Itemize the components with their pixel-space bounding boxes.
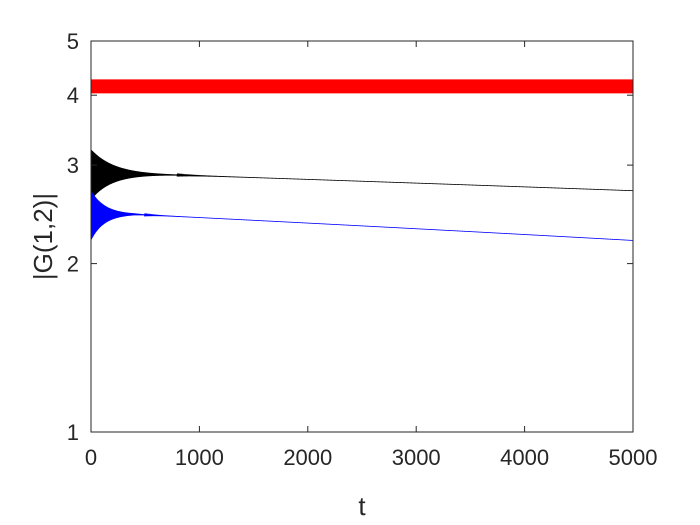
y-tick-label: 5 xyxy=(67,29,79,54)
y-tick-label: 4 xyxy=(67,83,79,108)
series-line-3 xyxy=(90,190,634,241)
y-axis-label: |G(1,2)| xyxy=(28,193,58,280)
x-tick-label: 2000 xyxy=(283,445,332,470)
ticks-layer: 0 1000 2000 3000 4000 5000 1 2 3 4 5 xyxy=(67,29,658,470)
x-tick-label: 4000 xyxy=(500,445,549,470)
plot-frame xyxy=(90,40,634,433)
series-line-1 xyxy=(90,79,634,94)
x-tick-label: 0 xyxy=(85,445,97,470)
x-tick-label: 5000 xyxy=(609,445,658,470)
x-tick-label: 1000 xyxy=(175,445,224,470)
series-layer xyxy=(90,79,634,241)
series-line-2 xyxy=(90,149,634,200)
y-tick-label: 1 xyxy=(67,420,79,445)
y-tick-label: 3 xyxy=(67,153,79,178)
x-axis-label: t xyxy=(358,491,366,521)
x-tick-label: 3000 xyxy=(392,445,441,470)
y-tick-label: 2 xyxy=(67,252,79,277)
